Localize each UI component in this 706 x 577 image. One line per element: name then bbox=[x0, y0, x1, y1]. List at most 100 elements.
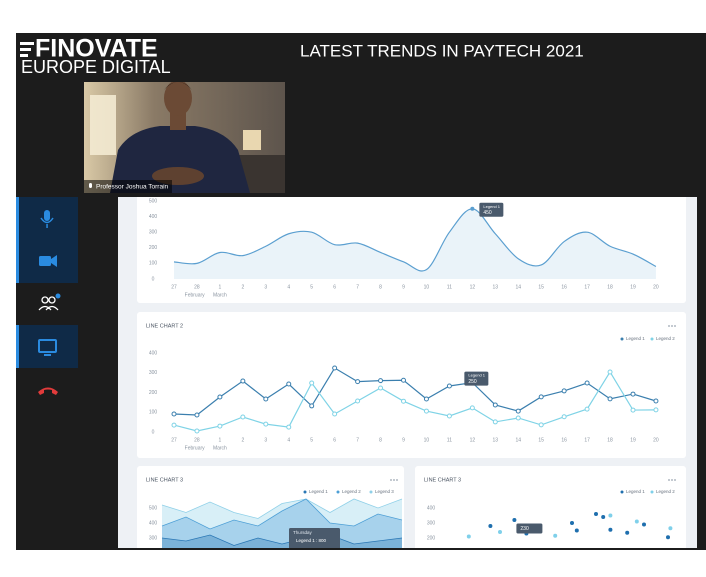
scatter-point bbox=[594, 512, 598, 516]
y-tick-label: 0 bbox=[152, 276, 155, 282]
screen-share-button[interactable] bbox=[38, 339, 57, 356]
month-label: February bbox=[185, 292, 206, 298]
data-point bbox=[446, 383, 452, 389]
x-tick-label: 27 bbox=[171, 284, 177, 290]
card-title: LINE CHART 2 bbox=[146, 323, 183, 329]
data-point bbox=[401, 377, 406, 383]
legend-label: Legend 2 bbox=[656, 489, 675, 494]
data-point bbox=[286, 424, 292, 430]
x-tick-label: 18 bbox=[607, 437, 613, 443]
dashboard: LINE CHART 2 LINE CHART 3 LINE CHART 3 0… bbox=[118, 197, 697, 548]
card-title: LINE CHART 3 bbox=[424, 477, 461, 483]
hang-up-button[interactable] bbox=[38, 387, 58, 396]
x-tick-label: 14 bbox=[515, 284, 521, 290]
data-point bbox=[469, 405, 475, 411]
participants-button[interactable] bbox=[38, 293, 61, 311]
scatter-point bbox=[608, 513, 613, 518]
data-point bbox=[378, 378, 384, 384]
scatter-point bbox=[488, 524, 493, 528]
scatter-point bbox=[570, 521, 574, 525]
data-point bbox=[194, 428, 200, 434]
card bbox=[137, 466, 404, 548]
month-label: March bbox=[213, 445, 227, 451]
data-point bbox=[355, 398, 361, 404]
logo-text: FINOVATE bbox=[35, 35, 158, 63]
x-tick-label: 17 bbox=[584, 284, 590, 290]
mic-button[interactable] bbox=[40, 210, 54, 228]
x-tick-label: 2 bbox=[241, 284, 244, 290]
legend-label: Legend 1 bbox=[626, 489, 645, 494]
x-tick-label: 11 bbox=[447, 284, 452, 290]
scatter-point bbox=[574, 528, 579, 533]
x-tick-label: 10 bbox=[424, 284, 430, 290]
card bbox=[137, 197, 686, 303]
legend-swatch bbox=[620, 490, 624, 494]
data-point bbox=[332, 411, 338, 417]
camera-button[interactable] bbox=[39, 255, 57, 267]
data-point bbox=[240, 414, 246, 420]
card-title: LINE CHART 3 bbox=[146, 477, 183, 483]
legend-swatch bbox=[650, 337, 654, 341]
scatter-point bbox=[668, 526, 673, 531]
x-tick-label: 9 bbox=[402, 284, 405, 290]
scatter-point bbox=[553, 533, 558, 538]
scatter-point bbox=[608, 527, 613, 532]
data-point bbox=[653, 407, 659, 413]
series-line bbox=[173, 370, 656, 432]
y-tick-label: 500 bbox=[149, 505, 158, 511]
legend-label: Legend 3 bbox=[375, 489, 394, 494]
tooltip-text: 230 bbox=[520, 526, 529, 532]
data-point bbox=[217, 423, 223, 429]
logo-subtext: EUROPE DIGITAL bbox=[21, 57, 171, 77]
area-fill bbox=[174, 208, 656, 279]
data-point bbox=[263, 396, 269, 402]
x-tick-label: 12 bbox=[470, 284, 476, 290]
data-point bbox=[332, 365, 338, 371]
data-point bbox=[515, 415, 521, 421]
data-point bbox=[492, 402, 498, 408]
x-tick-label: 7 bbox=[356, 437, 359, 443]
card bbox=[137, 312, 686, 458]
scatter-point bbox=[498, 530, 502, 534]
x-tick-label: 2 bbox=[241, 437, 244, 443]
area-fill bbox=[162, 535, 402, 548]
x-tick-label: 10 bbox=[424, 437, 430, 443]
x-tick-label: 19 bbox=[630, 437, 636, 443]
x-tick-label: 15 bbox=[538, 284, 544, 290]
legend-label: Legend 1 bbox=[626, 336, 645, 341]
data-point bbox=[309, 380, 315, 386]
legend-label: Legend 2 bbox=[656, 336, 675, 341]
data-point bbox=[240, 378, 246, 384]
tooltip-text: Legend 1 bbox=[483, 204, 500, 209]
series-line bbox=[173, 367, 657, 416]
x-tick-label: 11 bbox=[447, 437, 452, 443]
data-point bbox=[309, 403, 315, 409]
area-fill bbox=[162, 499, 402, 548]
legend-swatch bbox=[303, 490, 307, 494]
tooltip bbox=[289, 528, 340, 548]
y-tick-label: 400 bbox=[149, 350, 158, 356]
y-tick-label: 100 bbox=[149, 261, 158, 267]
scatter-point bbox=[512, 518, 517, 522]
data-point bbox=[561, 414, 567, 420]
tooltip-text: Legend 1 : 800 bbox=[296, 538, 327, 543]
data-point bbox=[194, 412, 200, 418]
x-tick-label: 20 bbox=[653, 437, 659, 443]
x-tick-label: 19 bbox=[630, 284, 636, 290]
x-tick-label: 6 bbox=[333, 284, 336, 290]
x-tick-label: 9 bbox=[402, 437, 405, 443]
call-controls bbox=[16, 197, 78, 395]
x-tick-label: 20 bbox=[653, 284, 659, 290]
x-tick-label: 28 bbox=[194, 437, 200, 443]
x-tick-label: 18 bbox=[607, 284, 613, 290]
x-tick-label: 4 bbox=[287, 284, 290, 290]
data-point bbox=[538, 394, 544, 400]
x-tick-label: 1 bbox=[219, 284, 222, 290]
legend-swatch bbox=[620, 337, 624, 341]
x-tick-label: 13 bbox=[493, 284, 499, 290]
y-tick-label: 400 bbox=[427, 505, 436, 511]
x-tick-label: 27 bbox=[171, 437, 177, 443]
data-point bbox=[538, 422, 544, 428]
y-tick-label: 300 bbox=[427, 520, 436, 526]
